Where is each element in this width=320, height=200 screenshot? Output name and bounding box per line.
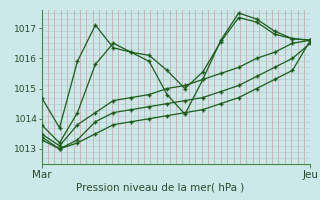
Text: Pression niveau de la mer( hPa ): Pression niveau de la mer( hPa ): [76, 182, 244, 192]
